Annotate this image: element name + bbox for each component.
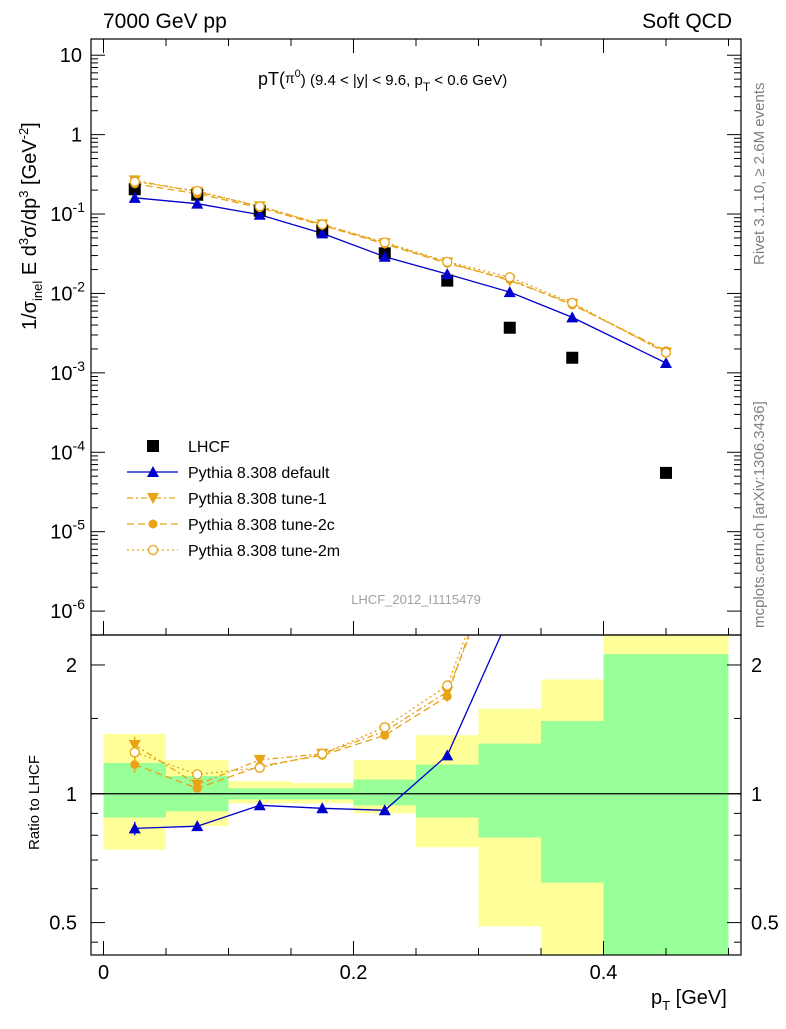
axes: 10 1 10-1 10-2 10-3 10-4 10-5 10-6 0 0.2 0.4 0.5 0.5…: [49, 39, 779, 984]
band-inner-8: [603, 654, 729, 955]
ratio-point-2-0: [130, 760, 140, 770]
top-panel-content: [128, 175, 672, 479]
ratio-point-3-3: [317, 748, 328, 759]
legend-marker-4: [147, 544, 159, 556]
ratio-point-0-0: [128, 822, 141, 834]
top-ytick-label-1: 1: [71, 125, 82, 147]
point-pythia-8-308-tune-2m-7: [567, 297, 578, 309]
ratio-point-0-1: [191, 820, 204, 832]
analysis-watermark: LHCF_2012_I1115479: [351, 592, 481, 607]
ratio-ytick-label-left-1: 1: [66, 784, 77, 806]
ratio-point-0-3: [316, 802, 329, 814]
band-inner-5: [416, 764, 479, 818]
point-pythia-8-308-default-6: [503, 286, 516, 298]
ratio-point-3-4: [379, 722, 390, 733]
ratio-point-2-4: [380, 730, 390, 740]
ratio-ytick-label-right-2: 2: [751, 655, 762, 677]
legend-marker-1: [147, 466, 159, 477]
legend-label-1: Pythia 8.308 default: [188, 465, 330, 482]
series-line-3: [134, 183, 667, 352]
x-tick-label-1: 0.2: [340, 962, 368, 984]
band-inner-6: [478, 743, 541, 838]
legend-marker-3: [148, 519, 158, 529]
point-pythia-8-308-tune-2m-0: [129, 176, 140, 187]
point-pythia-8-308-default-5: [441, 268, 454, 280]
legend-label-2: Pythia 8.308 tune-1: [188, 491, 327, 508]
header-right: Soft QCD: [642, 10, 732, 33]
ratio-point-3-2: [254, 762, 265, 773]
point-pythia-8-308-default-3: [316, 227, 329, 239]
top-ytick-label-7: 10-6: [50, 596, 85, 623]
legend-marker-0: [147, 440, 159, 452]
top-ytick-label-4: 10-3: [50, 358, 85, 385]
top-ytick-label-0: 10: [60, 45, 82, 67]
point-pythia-8-308-default-4: [378, 250, 391, 262]
point-pythia-8-308-tune-2m-5: [442, 256, 453, 267]
ratio-bands: [91, 635, 741, 955]
top-ytick-label-2: 10-1: [50, 199, 85, 226]
point-pythia-8-308-tune-2m-4: [379, 237, 390, 248]
top-ytick-label-3: 10-2: [50, 278, 85, 305]
legend-label-4: Pythia 8.308 tune-2m: [188, 543, 340, 560]
point-pythia-8-308-tune-2m-1: [192, 185, 203, 197]
ratio-point-0-5: [441, 749, 454, 761]
ratio-ytick-label-left-0: 0.5: [49, 913, 77, 935]
legend: LHCF Pythia 8.308 default Pythia 8.308 tun…: [127, 439, 340, 560]
ratio-ytick-label-left-2: 2: [66, 655, 77, 677]
ratio-point-3-0: [129, 747, 140, 758]
ratio-ytick-label-right-1: 1: [751, 784, 762, 806]
point-pythia-8-308-default-8: [660, 357, 672, 369]
point-pythia-8-308-default-2: [253, 208, 266, 220]
series-line-1: [134, 197, 667, 364]
y-axis-label: 1/σinel E d3σ/dp3 [GeV-2]: [16, 122, 45, 330]
point-pythia-8-308-default-0: [128, 191, 141, 203]
legend-label-3: Pythia 8.308 tune-2c: [188, 517, 335, 534]
band-inner-4: [353, 779, 416, 806]
ratio-point-1-2: [253, 754, 266, 766]
x-axis-label: pT [GeV]: [651, 987, 727, 1013]
point-lhcf-8: [660, 466, 672, 479]
ratio-point-2-1: [192, 783, 202, 793]
legend-label-0: LHCF: [188, 439, 230, 456]
x-tick-label-2: 0.4: [590, 962, 618, 984]
point-pythia-8-308-tune-2m-8: [660, 347, 672, 358]
band-inner-7: [541, 720, 604, 883]
point-pythia-8-308-tune-2m-6: [504, 272, 515, 283]
ratio-point-2-5: [442, 691, 452, 701]
ratio-point-0-4: [378, 804, 391, 816]
point-pythia-8-308-tune-2m-3: [317, 219, 328, 230]
top-ytick-label-5: 10-4: [50, 437, 85, 464]
point-pythia-8-308-default-1: [191, 197, 204, 209]
ratio-ytick-label-right-0: 0.5: [751, 913, 779, 935]
ratio-point-3-1: [192, 769, 203, 780]
point-pythia-8-308-default-7: [566, 311, 579, 323]
header-left: 7000 GeV pp: [103, 10, 227, 33]
ratio-point-0-2: [253, 799, 266, 811]
plot-title: pT(π0) (9.4 < |y| < 9.6, pT < 0.6 GeV): [258, 68, 507, 94]
point-pythia-8-308-tune-2m-2: [254, 201, 265, 212]
rivet-label: Rivet 3.1.10, ≥ 2.6M events: [751, 83, 768, 266]
x-tick-label-0: 0: [98, 962, 109, 984]
legend-marker-2: [147, 493, 159, 504]
ratio-content: [128, 635, 502, 836]
ratio-point-3-5: [442, 680, 453, 691]
ratio-y-axis-label: Ratio to LHCF: [26, 755, 43, 850]
mcplots-label: mcplots.cern.ch [arXiv:1306.3436]: [751, 401, 768, 628]
point-lhcf-7: [566, 351, 579, 364]
top-ytick-label-6: 10-5: [50, 517, 85, 544]
point-lhcf-6: [503, 321, 516, 334]
